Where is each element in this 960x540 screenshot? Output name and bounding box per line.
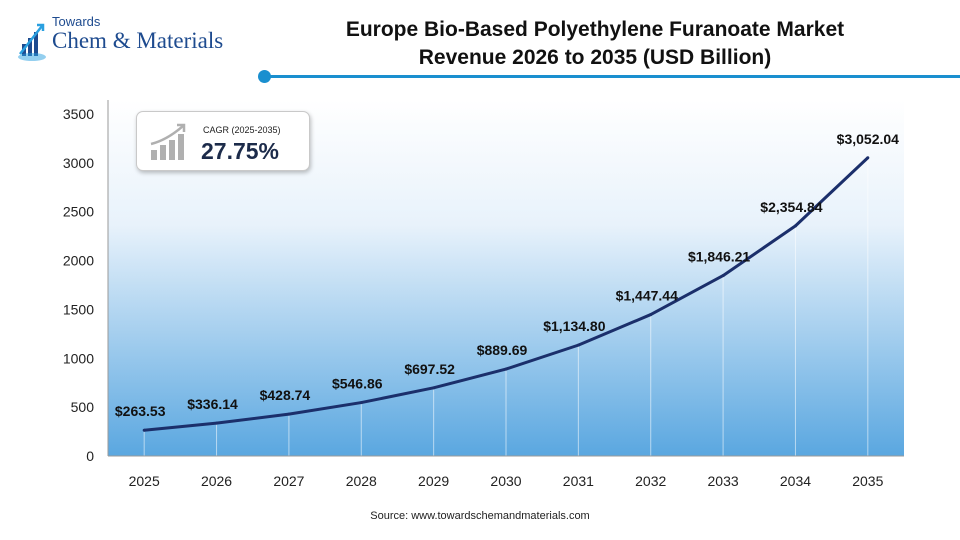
data-point [142, 428, 146, 432]
data-label: $336.14 [187, 396, 238, 412]
x-tick-label: 2027 [273, 473, 304, 489]
growth-chart-icon [150, 123, 186, 160]
cagr-label: CAGR (2025-2035) [203, 125, 281, 135]
data-label: $1,846.21 [688, 249, 750, 265]
title-rule [268, 75, 960, 78]
data-label: $1,134.80 [543, 318, 605, 334]
title-rule-dot [258, 70, 271, 83]
data-point [866, 156, 870, 160]
data-point [649, 313, 653, 317]
cagr-box: CAGR (2025-2035) 27.75% [136, 111, 310, 171]
y-tick-label: 500 [71, 399, 95, 415]
x-tick-label: 2028 [346, 473, 377, 489]
title-line2: Revenue 2026 to 2035 (USD Billion) [418, 46, 772, 69]
data-label: $1,447.44 [616, 288, 678, 304]
y-tick-label: 2500 [63, 204, 94, 220]
x-tick-label: 2034 [780, 473, 811, 489]
x-tick-label: 2030 [490, 473, 521, 489]
x-tick-label: 2026 [201, 473, 232, 489]
y-tick-label: 3000 [63, 155, 94, 171]
y-tick-label: 1500 [63, 301, 94, 317]
y-tick-label: 2000 [63, 253, 94, 269]
data-point [287, 412, 291, 416]
chart-title: Europe Bio-Based Polyethylene Furanoate … [270, 16, 920, 72]
data-label: $546.86 [332, 376, 383, 392]
data-point [215, 421, 219, 425]
data-label: $697.52 [404, 361, 455, 377]
data-label: $263.53 [115, 403, 166, 419]
title-line1: Europe Bio-Based Polyethylene Furanoate … [345, 18, 845, 41]
x-tick-label: 2033 [708, 473, 739, 489]
data-point [576, 343, 580, 347]
x-tick-label: 2025 [129, 473, 160, 489]
brand-logo: Towards Chem & Materials [16, 10, 256, 66]
source-note: Source: www.towardschemandmaterials.com [370, 510, 590, 522]
data-point [432, 386, 436, 390]
y-tick-label: 3500 [63, 106, 94, 122]
data-label: $889.69 [477, 342, 528, 358]
brand-line1: Towards [52, 14, 101, 29]
data-point [793, 224, 797, 228]
data-label: $3,052.04 [837, 131, 899, 147]
y-tick-label: 1000 [63, 350, 94, 366]
brand-line2: Chem & Materials [52, 28, 224, 53]
x-tick-label: 2032 [635, 473, 666, 489]
y-tick-label: 0 [86, 448, 94, 464]
data-point [359, 401, 363, 405]
flask-icon [18, 23, 46, 61]
data-point [504, 367, 508, 371]
data-label: $428.74 [260, 387, 311, 403]
cagr-value: 27.75% [201, 138, 280, 164]
data-label: $2,354.84 [760, 199, 822, 215]
data-point [721, 274, 725, 278]
x-tick-label: 2031 [563, 473, 594, 489]
x-tick-label: 2029 [418, 473, 449, 489]
x-tick-label: 2035 [852, 473, 883, 489]
